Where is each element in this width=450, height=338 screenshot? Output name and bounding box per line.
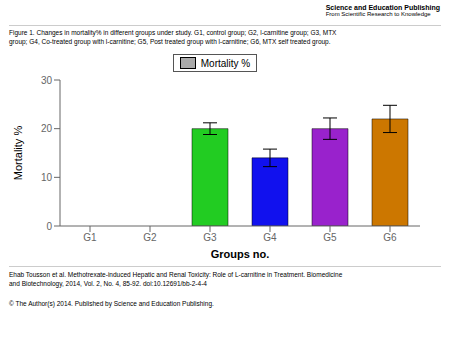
svg-text:Mortality %: Mortality %	[12, 126, 24, 181]
svg-text:0: 0	[46, 221, 52, 232]
svg-text:G4: G4	[263, 232, 277, 243]
svg-text:G1: G1	[83, 232, 97, 243]
svg-text:G6: G6	[383, 232, 397, 243]
svg-text:G5: G5	[323, 232, 337, 243]
svg-text:G2: G2	[143, 232, 157, 243]
svg-text:10: 10	[41, 172, 53, 183]
html-text:Ehab Tousson et al. Methotrexa: Ehab Tousson et al. Methotrexate-induced…	[9, 271, 343, 287]
svg-text:20: 20	[41, 123, 53, 134]
html-text:Science and Education Publishi: Science and Education Publishing	[325, 4, 440, 11]
svg-text:G3: G3	[203, 232, 217, 243]
html-text:From Scientific Research to Kn: From Scientific Research to Knowledge	[325, 11, 431, 17]
svg-text:30: 30	[41, 75, 53, 86]
html-text:Mortality %: Mortality %	[200, 57, 251, 69]
svg-text:Groups no.: Groups no.	[211, 248, 270, 260]
html-text:© The Author(s) 2014. Publishe: © The Author(s) 2014. Published by Scien…	[9, 300, 214, 307]
html-text:Figure 1. Changes in mortality: Figure 1. Changes in mortality% in diffe…	[9, 29, 337, 45]
